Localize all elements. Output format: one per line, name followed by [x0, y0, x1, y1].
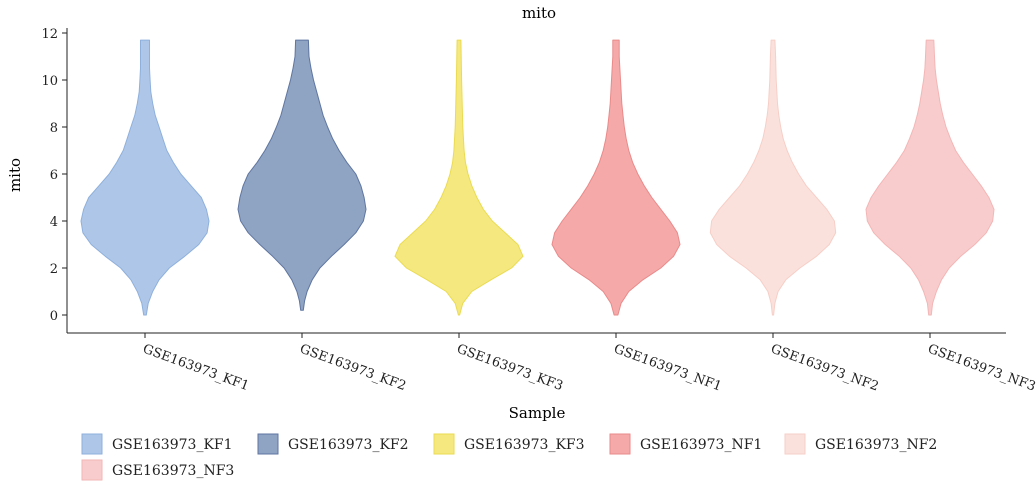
legend-label: GSE163973_NF3 — [112, 463, 234, 479]
legend-swatch — [257, 433, 279, 455]
legend-swatch — [784, 433, 806, 455]
legend-label: GSE163973_NF2 — [815, 437, 937, 453]
legend-swatch — [81, 459, 103, 481]
violin-gse163973-nf1 — [551, 39, 681, 316]
y-tick-label: 0 — [50, 309, 58, 324]
y-tick-label: 4 — [50, 215, 58, 230]
y-tick-label: 8 — [50, 121, 58, 136]
legend: GSE163973_KF1 GSE163973_KF2 GSE163973_KF3 G… — [81, 433, 937, 481]
legend-label: GSE163973_KF1 — [112, 437, 233, 453]
legend-item: GSE163973_NF2 — [784, 433, 937, 455]
violin-gse163973-kf1 — [80, 39, 210, 316]
chart-title: mito — [522, 4, 556, 22]
violin-gse163973-nf2 — [709, 39, 837, 316]
y-tick-label: 2 — [50, 262, 58, 277]
legend-swatch — [609, 433, 631, 455]
y-axis-label: mito — [6, 158, 24, 192]
x-axis-label: Sample — [509, 404, 566, 422]
violin-gse163973-nf3 — [865, 39, 995, 316]
legend-label: GSE163973_NF1 — [640, 437, 762, 453]
y-axis: 0 2 4 6 8 10 12 — [41, 27, 68, 333]
legend-swatch — [81, 433, 103, 455]
violin-gse163973-kf3 — [394, 39, 524, 316]
x-axis: GSE163973_KF1 GSE163973_KF2 GSE163973_KF3 G… — [67, 332, 1036, 395]
legend-label: GSE163973_KF2 — [288, 437, 409, 453]
x-tick-label: GSE163973_NF2 — [769, 342, 881, 395]
x-tick-label: GSE163973_NF1 — [612, 342, 724, 395]
legend-item: GSE163973_NF3 — [81, 459, 234, 481]
x-tick-label: GSE163973_KF3 — [455, 342, 565, 394]
violin-gse163973-kf2 — [237, 39, 367, 311]
violins-group — [80, 39, 995, 316]
legend-item: GSE163973_KF2 — [257, 433, 409, 455]
legend-item: GSE163973_KF1 — [81, 433, 233, 455]
y-tick-label: 10 — [41, 74, 58, 89]
x-tick-label: GSE163973_KF2 — [298, 342, 408, 394]
legend-swatch — [433, 433, 455, 455]
legend-label: GSE163973_KF3 — [464, 437, 585, 453]
legend-item: GSE163973_KF3 — [433, 433, 585, 455]
y-tick-label: 12 — [41, 27, 58, 42]
legend-item: GSE163973_NF1 — [609, 433, 762, 455]
y-tick-label: 6 — [50, 168, 58, 183]
x-tick-label: GSE163973_KF1 — [141, 342, 251, 394]
x-tick-label: GSE163973_NF3 — [926, 342, 1036, 395]
